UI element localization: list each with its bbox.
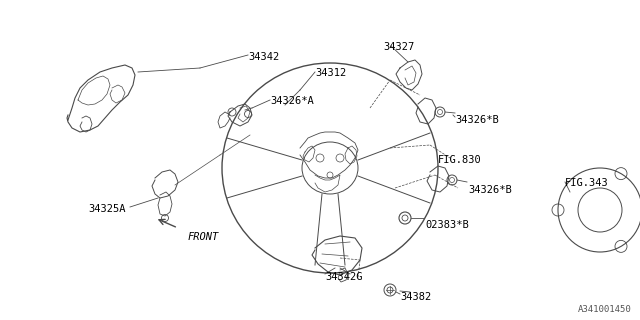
- Text: 34312: 34312: [315, 68, 346, 78]
- Text: 34342G: 34342G: [325, 272, 362, 282]
- Text: FRONT: FRONT: [188, 232, 220, 242]
- Text: 34327: 34327: [383, 42, 414, 52]
- Text: 34325A: 34325A: [88, 204, 125, 214]
- Text: 34326*B: 34326*B: [468, 185, 512, 195]
- Text: 02383*B: 02383*B: [425, 220, 468, 230]
- Text: 34326*B: 34326*B: [455, 115, 499, 125]
- Text: 34342: 34342: [248, 52, 279, 62]
- Text: 34382: 34382: [400, 292, 431, 302]
- Text: 34326*A: 34326*A: [270, 96, 314, 106]
- Text: A341001450: A341001450: [579, 305, 632, 314]
- Text: FIG.343: FIG.343: [565, 178, 609, 188]
- Text: FIG.830: FIG.830: [438, 155, 482, 165]
